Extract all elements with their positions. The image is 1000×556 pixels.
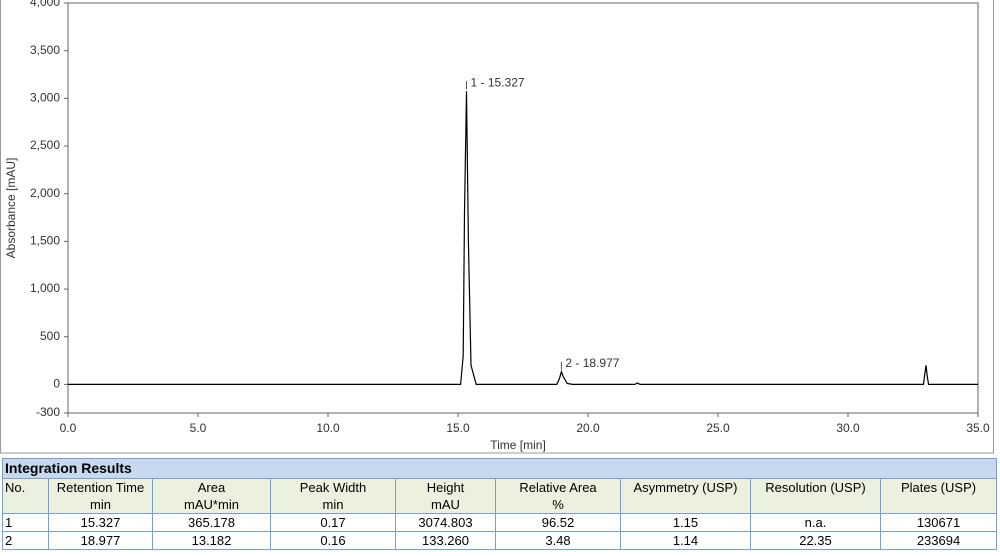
header-cell: Asymmetry (USP): [620, 478, 751, 514]
cell: 0.16: [270, 531, 396, 550]
cell: 233694: [879, 531, 998, 550]
x-tick-label: 10.0: [316, 421, 340, 435]
cell: 130671: [879, 513, 998, 532]
x-tick-label: 5.0: [190, 421, 207, 435]
x-tick-label: 20.0: [576, 421, 600, 435]
header-unit: min: [90, 497, 111, 512]
header-name: Height: [426, 480, 465, 495]
cell: 3074.803: [395, 513, 496, 532]
x-tick-label: 35.0: [966, 421, 990, 435]
cell: 0.17: [270, 513, 396, 532]
chromatogram-line: [68, 91, 978, 385]
cell: 365.178: [152, 513, 271, 532]
peak-label: 1 - 15.327: [471, 75, 525, 89]
y-axis-label: Absorbance [mAU]: [4, 158, 18, 259]
cell: 96.52: [495, 513, 621, 532]
header-name: Plates (USP): [900, 480, 977, 495]
chart: Time [min] Absorbance [mAU] -300 0 500 1,00…: [0, 0, 994, 454]
header-cell: Area mAU*min: [152, 478, 271, 514]
cell: 1.14: [620, 531, 751, 550]
y-tick-label: -300: [36, 405, 60, 419]
header-unit: mAU: [431, 497, 460, 512]
cell: 1.15: [620, 513, 751, 532]
header-name: No.: [5, 480, 26, 495]
header-cell: Retention Time min: [48, 478, 153, 514]
cell: n.a.: [750, 513, 881, 532]
peak-label: 2 - 18.977: [565, 356, 619, 370]
y-tick-label: 500: [40, 329, 60, 343]
frame: [0, 0, 994, 454]
y-tick-label: 4,000: [30, 0, 60, 9]
header-cell: Resolution (USP): [750, 478, 881, 514]
header-cell: Height mAU: [395, 478, 496, 514]
header-name: Retention Time: [56, 480, 145, 495]
y-tick-label: 3,000: [30, 91, 60, 105]
y-tick-label: 2,500: [30, 138, 60, 152]
header-unit: min: [322, 497, 344, 512]
table-title: Integration Results: [1, 458, 998, 479]
header-name: Resolution (USP): [765, 480, 866, 495]
header-unit: mAU*min: [184, 497, 239, 512]
y-tick-label: 0: [53, 377, 60, 391]
data-row: 2 18.977 13.182 0.16 133.260 3.48 1.14 22.35 233…: [2, 531, 998, 550]
data-row: 1 15.327 365.178 0.17 3074.803 96.52 1.15 n.a. 1…: [2, 513, 998, 532]
header-name: Peak Width: [299, 480, 367, 495]
y-tick-label: 2,000: [30, 186, 60, 200]
x-tick-label: 30.0: [836, 421, 860, 435]
y-tick-label: 3,500: [30, 43, 60, 57]
header-cell: Peak Width min: [270, 478, 396, 514]
x-tick-label: 15.0: [446, 421, 470, 435]
header-name: Asymmetry (USP): [633, 480, 738, 495]
header-unit: %: [552, 497, 564, 512]
header-name: Relative Area: [519, 480, 597, 495]
cell: 2: [2, 531, 49, 550]
plot-area: [67, 2, 979, 414]
cell: 133.260: [395, 531, 496, 550]
header-name: Area: [197, 480, 226, 495]
x-tick-label: 0.0: [60, 421, 77, 435]
cell: 13.182: [152, 531, 271, 550]
cell: 18.977: [48, 531, 153, 550]
y-tick-label: 1,000: [30, 281, 60, 295]
cell: 15.327: [48, 513, 153, 532]
header-cell: No.: [2, 478, 49, 514]
header-cell: Relative Area%: [495, 478, 621, 514]
header-row: No. Retention Time min Area mAU*min Peak Widt…: [2, 478, 998, 514]
title-row: Integration Results: [1, 458, 998, 479]
x-tick-label: 25.0: [706, 421, 730, 435]
results-table: Integration Results No. Retention Time min A…: [1, 458, 998, 550]
x-axis-label: Time [min]: [490, 438, 546, 452]
cell: 1: [2, 513, 49, 532]
y-tick-label: 1,500: [30, 234, 60, 248]
cell: 22.35: [750, 531, 881, 550]
cell: 3.48: [495, 531, 621, 550]
header-cell: Plates (USP): [879, 478, 998, 514]
